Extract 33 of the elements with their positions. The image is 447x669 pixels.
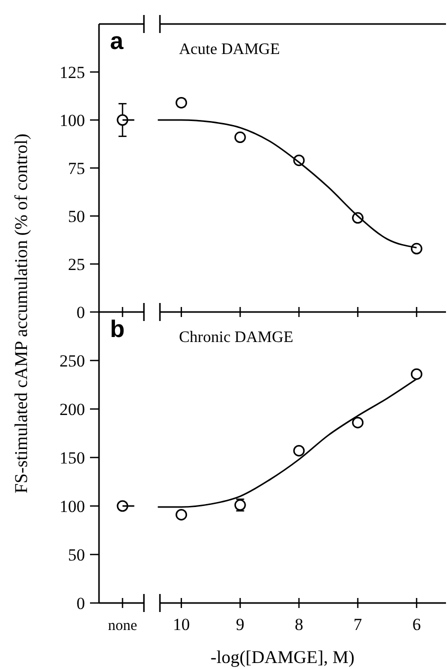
x-tick-label: 10: [172, 615, 190, 634]
x-axis-title: -log([DAMGE], M): [210, 647, 354, 667]
x-tick-label: 6: [412, 615, 421, 634]
point: [176, 96, 188, 108]
chart-title: b: [110, 316, 125, 343]
x-tick-label: none: [108, 618, 138, 634]
y-tick-label: 50: [68, 546, 85, 564]
chart-title: a: [110, 28, 124, 55]
x-tick-label: 9: [236, 615, 244, 634]
y-axis-title: FS-stimulated cAMP accumulation (% of control): [11, 134, 31, 494]
y-tick-label: 100: [60, 497, 85, 516]
y-tick-label: 100: [60, 111, 85, 130]
point: [410, 242, 422, 254]
point: [234, 132, 246, 144]
y-tick-label: 75: [68, 159, 85, 178]
y-tick-label: 150: [60, 448, 85, 468]
x-tick-label: 7: [354, 615, 363, 634]
y-tick-label: 125: [60, 63, 85, 82]
y-tick-label: 0: [76, 303, 85, 322]
y-tick-label: 200: [60, 400, 85, 419]
y-tick-label: 50: [68, 207, 85, 226]
point: [293, 444, 305, 456]
point: [410, 368, 422, 380]
y-tick-label: 250: [60, 352, 85, 370]
point: [352, 416, 364, 428]
point: [116, 114, 128, 126]
text: Chronic DAMGE: [179, 329, 294, 346]
x-tick-label: 8: [294, 615, 304, 634]
point: [176, 508, 188, 520]
y-tick-label: 0: [76, 594, 85, 613]
point: [116, 500, 128, 512]
y-tick-label: 25: [68, 255, 85, 274]
text: Acute DAMGE: [179, 41, 280, 58]
